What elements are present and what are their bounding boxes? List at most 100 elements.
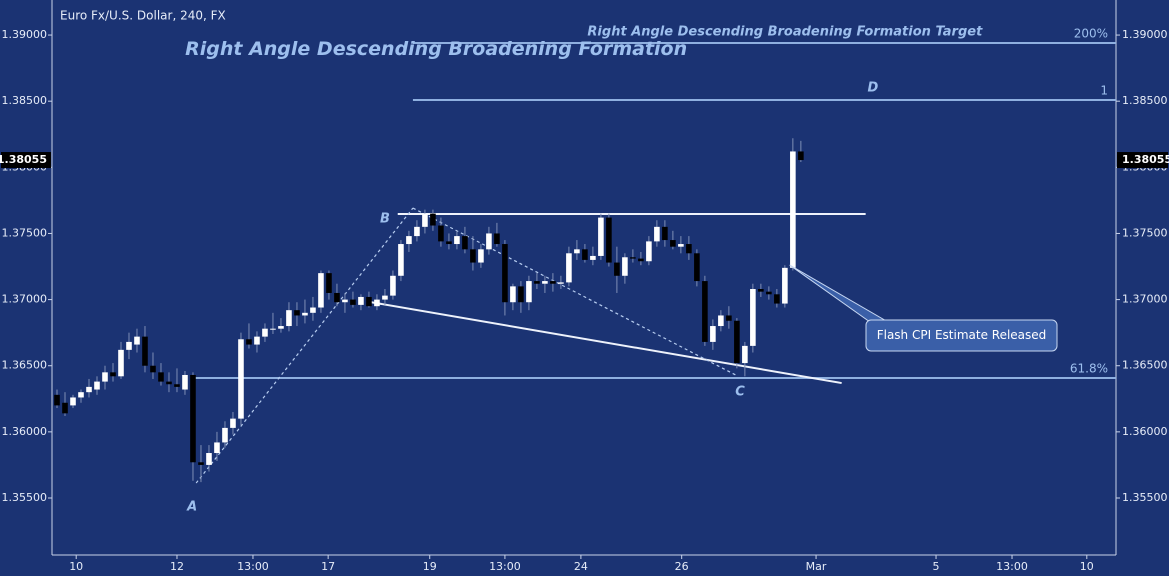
x-tick-label: 13:00: [489, 560, 521, 573]
candle-body: [62, 402, 68, 414]
candle-body: [358, 296, 364, 305]
candle-body: [726, 315, 732, 321]
candle-body: [78, 392, 84, 398]
x-tick-label: Mar: [806, 560, 827, 573]
candle-body: [374, 299, 380, 307]
y-tick-label: 1.35500: [2, 491, 48, 504]
candle-body: [150, 365, 156, 373]
x-tick-label: 13:00: [237, 560, 269, 573]
annotation: Right Angle Descending Broadening Format…: [587, 25, 983, 40]
level-label: 1: [1100, 83, 1108, 97]
x-tick-label: 10: [69, 560, 83, 573]
candle-body: [262, 328, 268, 337]
x-tick-label: 10: [1080, 560, 1094, 573]
candle-body: [230, 418, 236, 428]
candle-body: [390, 275, 396, 296]
candle-body: [646, 241, 652, 262]
candle-body: [214, 442, 220, 454]
callout-text: Flash CPI Estimate Released: [877, 328, 1047, 342]
x-tick-label: 5: [933, 560, 940, 573]
candle-body: [662, 226, 668, 241]
candle-body: [486, 233, 492, 250]
trendline: [369, 300, 842, 385]
candle-body: [790, 151, 796, 268]
price-tag: [1, 152, 51, 169]
candle-body: [190, 374, 196, 463]
annotation: B: [380, 212, 390, 227]
candle-body: [614, 262, 620, 276]
candle-body: [750, 289, 756, 346]
callout-box: [865, 319, 1058, 352]
y-tick-label: 1.37000: [2, 293, 48, 306]
x-tick-label: 12: [170, 560, 184, 573]
candle-body: [782, 267, 788, 304]
candle-body: [206, 453, 212, 465]
candle-body: [798, 151, 804, 161]
price-tag-label: 1.38055: [0, 153, 47, 166]
candle-body: [270, 328, 276, 330]
candle-body: [198, 462, 204, 465]
candle-body: [422, 213, 428, 227]
candle-body: [430, 213, 436, 226]
candle-body: [702, 281, 708, 342]
candle-body: [334, 292, 340, 303]
candle-body: [222, 427, 228, 443]
candle-body: [710, 326, 716, 342]
candle-body: [502, 244, 508, 303]
candle-body: [630, 257, 636, 259]
y-tick-label: 1.36500: [1122, 359, 1168, 372]
price-tag: [1117, 152, 1168, 169]
candle-body: [94, 381, 100, 390]
chart-title: Euro Fx/U.S. Dollar, 240, FX: [60, 9, 226, 23]
candle-body: [174, 384, 180, 387]
y-tick-label: 1.39000: [1122, 28, 1168, 41]
candle-body: [318, 273, 324, 308]
candle-body: [622, 257, 628, 276]
candle-body: [54, 394, 60, 406]
candle-body: [734, 320, 740, 364]
candle-body: [166, 381, 172, 385]
candle-body: [406, 236, 412, 245]
candle-body: [382, 295, 388, 300]
candle-body: [86, 386, 92, 393]
candle-body: [766, 291, 772, 295]
candle-body: [246, 339, 252, 345]
candle-body: [302, 312, 308, 316]
y-tick-label: 1.36500: [2, 359, 48, 372]
candle-body: [494, 233, 500, 245]
candle-body: [774, 294, 780, 304]
candle-body: [582, 249, 588, 260]
annotation: Right Angle Descending Broadening Format…: [185, 38, 687, 60]
candle-body: [158, 372, 164, 382]
x-tick-label: 24: [574, 560, 588, 573]
y-tick-label: 1.39000: [2, 28, 48, 41]
x-tick-label: 17: [321, 560, 335, 573]
candle-body: [366, 296, 372, 307]
candle-body: [238, 339, 244, 419]
candle-body: [102, 372, 108, 382]
candle-body: [638, 258, 644, 262]
candle-body: [182, 374, 188, 390]
candle-body: [342, 299, 348, 303]
candle-body: [110, 372, 116, 377]
candle-body: [142, 336, 148, 366]
candle-body: [326, 273, 332, 293]
candle-body: [654, 226, 660, 242]
candle-body: [350, 299, 356, 305]
candle-body: [758, 289, 764, 292]
candle-body: [462, 236, 468, 250]
candle-body: [510, 286, 516, 303]
candle-body: [438, 225, 444, 242]
candle-body: [526, 281, 532, 303]
candle-body: [550, 281, 556, 284]
price-tag-label: 1.38055: [1122, 153, 1169, 166]
candle-body: [454, 236, 460, 245]
candle-body: [414, 226, 420, 237]
candle-body: [718, 315, 724, 327]
candle-body: [606, 217, 612, 263]
y-tick-label: 1.38500: [1122, 94, 1168, 107]
y-tick-label: 1.35500: [1122, 491, 1168, 504]
